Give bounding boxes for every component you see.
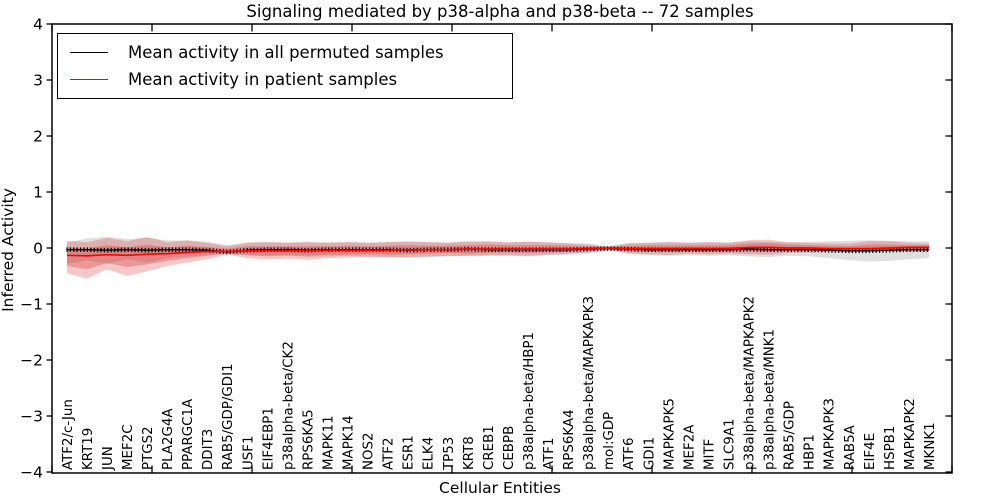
x-tick-label: TP53 bbox=[442, 437, 457, 471]
x-tick-label: p38alpha-beta/MAPKAPK2 bbox=[743, 296, 758, 470]
x-tick-label: ATF6 bbox=[622, 437, 637, 470]
legend-line-patient-icon bbox=[70, 78, 108, 80]
y-axis-label: Inferred Activity bbox=[0, 188, 17, 312]
x-tick-label: ATF1 bbox=[542, 437, 557, 470]
y-tick-label: 2 bbox=[33, 128, 43, 146]
x-tick-label: MITF bbox=[702, 439, 717, 470]
band-patient-samples-range-inner bbox=[67, 243, 930, 270]
y-tick-label: 0 bbox=[33, 240, 43, 258]
x-tick-label: KRT19 bbox=[81, 428, 96, 470]
x-tick-label: RPS6KA5 bbox=[301, 409, 316, 470]
x-tick-label: JUN bbox=[101, 446, 116, 471]
x-tick-label: MEF2C bbox=[121, 424, 136, 470]
x-tick-label: RAB5/GDP/GDI1 bbox=[221, 363, 236, 470]
x-tick-label: p38alpha-beta/MAPKAPK3 bbox=[582, 296, 597, 470]
x-tick-label: GDI1 bbox=[642, 437, 657, 470]
axes-frame bbox=[46, 23, 953, 474]
legend-item-permuted: Mean activity in all permuted samples bbox=[70, 43, 500, 62]
x-tick-label: MAPKAPK3 bbox=[823, 398, 838, 470]
x-tick-label: PTGS2 bbox=[141, 426, 156, 470]
x-tick-label: EIF4EBP1 bbox=[261, 407, 276, 470]
x-tick-label: p38alpha-beta/CK2 bbox=[281, 341, 296, 470]
legend-label-permuted: Mean activity in all permuted samples bbox=[128, 43, 444, 63]
x-tick-label: EIF4E bbox=[863, 433, 878, 470]
legend-item-patient: Mean activity in patient samples bbox=[70, 70, 500, 89]
x-tick-label: RAB5A bbox=[843, 424, 858, 470]
x-tick-label: p38alpha-beta/MNK1 bbox=[763, 329, 778, 470]
x-tick-label: CREB1 bbox=[482, 425, 497, 470]
legend: Mean activity in all permuted samples Me… bbox=[57, 33, 513, 99]
x-tick-label: MKNK1 bbox=[923, 422, 938, 470]
confidence-bands bbox=[67, 236, 930, 279]
x-tick-label: ATF2 bbox=[382, 437, 397, 470]
legend-line-permuted-icon bbox=[70, 52, 108, 54]
y-tick-label: −3 bbox=[20, 408, 43, 426]
x-tick-label: MAPKAPK2 bbox=[903, 398, 918, 470]
y-tick-label: −1 bbox=[20, 296, 43, 314]
x-tick-label: ATF2/c-Jun bbox=[61, 399, 76, 470]
y-tick-label: 4 bbox=[33, 16, 43, 34]
x-tick-label: NOS2 bbox=[362, 432, 377, 470]
x-tick-labels: ATF2/c-Jun KRT19 JUN MEF2C PTGS2 PLA2G4A PPARG… bbox=[61, 296, 938, 471]
legend-label-patient: Mean activity in patient samples bbox=[128, 69, 398, 89]
x-tick-label: USF1 bbox=[241, 435, 256, 470]
y-tick-label: 3 bbox=[33, 72, 43, 90]
x-tick-label: mol:GDP bbox=[602, 412, 617, 470]
y-tick-label: 1 bbox=[33, 184, 43, 202]
x-tick-label: CEBPB bbox=[502, 426, 517, 470]
y-tick-labels: 4 3 2 1 0 −1 −2 −3 −4 bbox=[20, 16, 43, 482]
mean-lines bbox=[66, 246, 930, 257]
x-tick-label: HSPB1 bbox=[883, 426, 898, 470]
x-tick-label: PLA2G4A bbox=[161, 408, 176, 470]
x-axis-label: Cellular Entities bbox=[439, 479, 561, 497]
chart-title: Signaling mediated by p38-alpha and p38-… bbox=[246, 2, 753, 21]
x-tick-label: MAPK11 bbox=[322, 415, 337, 470]
x-tick-label: PPARGC1A bbox=[181, 398, 196, 470]
x-tick-label: DDIT3 bbox=[201, 429, 216, 470]
patient-mean-line bbox=[66, 246, 930, 257]
x-tick-label: SLC9A1 bbox=[722, 418, 737, 470]
band-patient-samples-range-outer bbox=[67, 236, 930, 279]
x-tick-label: RPS6KA4 bbox=[562, 409, 577, 470]
x-tick-label: ELK4 bbox=[422, 437, 437, 470]
y-tick-label: −2 bbox=[20, 352, 43, 370]
x-tick-label: MEF2A bbox=[682, 424, 697, 470]
x-tick-label: RAB5/GDP bbox=[783, 401, 798, 470]
x-tick-label: ESR1 bbox=[402, 435, 417, 470]
x-tick-label: MAPK14 bbox=[342, 415, 357, 470]
x-tick-label: HBP1 bbox=[803, 434, 818, 470]
x-tick-label: MAPKAPK5 bbox=[662, 398, 677, 470]
x-tick-label: p38alpha-beta/HBP1 bbox=[522, 332, 537, 470]
y-tick-label: −4 bbox=[20, 464, 43, 482]
x-tick-label: KRT8 bbox=[462, 436, 477, 470]
